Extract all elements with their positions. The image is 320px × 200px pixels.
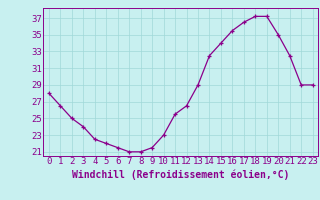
X-axis label: Windchill (Refroidissement éolien,°C): Windchill (Refroidissement éolien,°C) [72, 169, 290, 180]
